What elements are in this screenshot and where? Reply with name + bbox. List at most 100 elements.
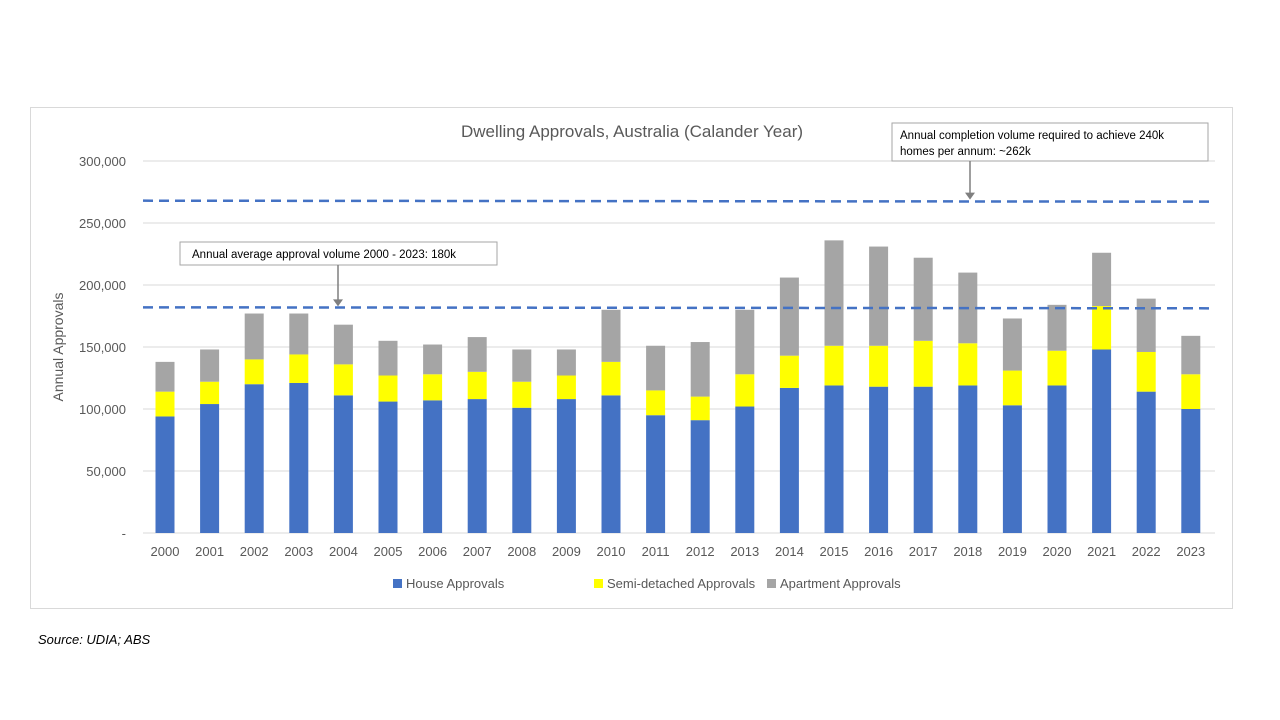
legend-label: Apartment Approvals <box>780 576 901 591</box>
bar-house-approvals2008 <box>512 407 532 533</box>
bar-semi-detached-approvals2022 <box>1136 351 1156 392</box>
bar-house-approvals2015 <box>824 385 844 533</box>
y-tick-label: 250,000 <box>79 216 126 231</box>
bar-house-approvals2018 <box>958 385 978 533</box>
bar-apartment-approvals2021 <box>1092 252 1112 307</box>
x-tick-label: 2006 <box>418 544 447 559</box>
bar-apartment-approvals2022 <box>1136 298 1156 352</box>
reference-line <box>142 306 1216 310</box>
arrow-down-icon <box>965 192 975 200</box>
bar-semi-detached-approvals2001 <box>200 381 220 405</box>
bar-house-approvals2010 <box>601 395 621 533</box>
bar-semi-detached-approvals2012 <box>690 396 710 421</box>
bar-house-approvals2004 <box>333 395 353 533</box>
bar-semi-detached-approvals2020 <box>1047 350 1067 386</box>
x-tick-label: 2016 <box>864 544 893 559</box>
legend-label: Semi-detached Approvals <box>607 576 756 591</box>
bar-semi-detached-approvals2007 <box>467 371 487 400</box>
bar-apartment-approvals2016 <box>869 246 889 346</box>
x-tick-label: 2015 <box>820 544 849 559</box>
bar-apartment-approvals2003 <box>289 313 309 355</box>
y-tick-label: 300,000 <box>79 154 126 169</box>
bar-semi-detached-approvals2014 <box>779 355 799 388</box>
x-tick-label: 2020 <box>1043 544 1072 559</box>
bar-apartment-approvals2004 <box>333 324 353 365</box>
y-tick-label: - <box>122 526 126 541</box>
bar-apartment-approvals2005 <box>378 340 398 376</box>
x-tick-label: 2000 <box>151 544 180 559</box>
bar-semi-detached-approvals2019 <box>1002 370 1022 406</box>
bar-house-approvals2002 <box>244 384 264 533</box>
x-tick-label: 2022 <box>1132 544 1161 559</box>
bar-semi-detached-approvals2003 <box>289 354 309 383</box>
x-tick-label: 2010 <box>597 544 626 559</box>
y-axis-label: Annual Approvals <box>50 293 66 402</box>
bar-apartment-approvals2011 <box>646 345 666 391</box>
legend-swatch <box>393 579 402 588</box>
bar-apartment-approvals2023 <box>1181 335 1201 375</box>
bar-house-approvals2009 <box>556 399 576 533</box>
y-tick-label: 50,000 <box>86 464 126 479</box>
bar-semi-detached-approvals2011 <box>646 390 666 416</box>
x-tick-label: 2013 <box>730 544 759 559</box>
legend-label: House Approvals <box>406 576 505 591</box>
bar-house-approvals2007 <box>467 399 487 533</box>
bar-house-approvals2019 <box>1002 405 1022 533</box>
bar-house-approvals2013 <box>735 406 755 533</box>
legend-swatch <box>594 579 603 588</box>
y-tick-label: 100,000 <box>79 402 126 417</box>
bar-apartment-approvals2009 <box>556 349 576 376</box>
bar-semi-detached-approvals2018 <box>958 343 978 386</box>
x-tick-label: 2019 <box>998 544 1027 559</box>
bar-house-approvals2003 <box>289 382 309 533</box>
bar-apartment-approvals2002 <box>244 313 264 360</box>
bar-semi-detached-approvals2004 <box>333 364 353 396</box>
bar-house-approvals2023 <box>1181 409 1201 533</box>
bar-house-approvals2017 <box>913 386 933 533</box>
x-tick-label: 2002 <box>240 544 269 559</box>
bar-semi-detached-approvals2017 <box>913 340 933 387</box>
source-note: Source: UDIA; ABS <box>38 632 151 647</box>
annotation-box <box>891 122 1209 162</box>
bar-house-approvals2005 <box>378 401 398 533</box>
x-tick-label: 2007 <box>463 544 492 559</box>
bar-apartment-approvals2007 <box>467 337 487 372</box>
annotation-text: homes per annum: ~262k <box>900 146 1031 158</box>
x-tick-label: 2017 <box>909 544 938 559</box>
bar-apartment-approvals2000 <box>155 361 175 392</box>
bar-semi-detached-approvals2005 <box>378 375 398 402</box>
x-tick-label: 2011 <box>642 544 670 559</box>
bar-apartment-approvals2012 <box>690 342 710 397</box>
x-tick-label: 2001 <box>195 544 224 559</box>
bar-house-approvals2001 <box>200 404 220 533</box>
annotation-text: Annual average approval volume 2000 - 20… <box>192 249 456 261</box>
x-tick-label: 2018 <box>953 544 982 559</box>
x-tick-label: 2008 <box>507 544 536 559</box>
bar-apartment-approvals2013 <box>735 309 755 375</box>
y-tick-label: 200,000 <box>79 278 126 293</box>
reference-line <box>142 199 1216 203</box>
bar-semi-detached-approvals2016 <box>869 345 889 387</box>
chart-frame <box>30 107 1233 609</box>
chart-title: Dwelling Approvals, Australia (Calander … <box>461 122 803 141</box>
bar-apartment-approvals2015 <box>824 240 844 346</box>
x-tick-label: 2014 <box>775 544 804 559</box>
x-tick-label: 2009 <box>552 544 581 559</box>
annotation-text: Annual completion volume required to ach… <box>900 130 1164 142</box>
legend-swatch <box>767 579 776 588</box>
x-tick-label: 2004 <box>329 544 358 559</box>
bar-semi-detached-approvals2006 <box>423 374 443 401</box>
bar-semi-detached-approvals2013 <box>735 374 755 407</box>
bar-house-approvals2006 <box>423 400 443 533</box>
bar-house-approvals2012 <box>690 420 710 533</box>
bar-semi-detached-approvals2000 <box>155 391 175 417</box>
bar-apartment-approvals2014 <box>779 277 799 356</box>
bar-house-approvals2020 <box>1047 385 1067 533</box>
bar-apartment-approvals2010 <box>601 309 621 362</box>
bar-apartment-approvals2008 <box>512 349 532 382</box>
bar-apartment-approvals2017 <box>913 257 933 341</box>
bar-semi-detached-approvals2008 <box>512 381 532 408</box>
bar-semi-detached-approvals2010 <box>601 361 621 396</box>
x-tick-label: 2005 <box>374 544 403 559</box>
